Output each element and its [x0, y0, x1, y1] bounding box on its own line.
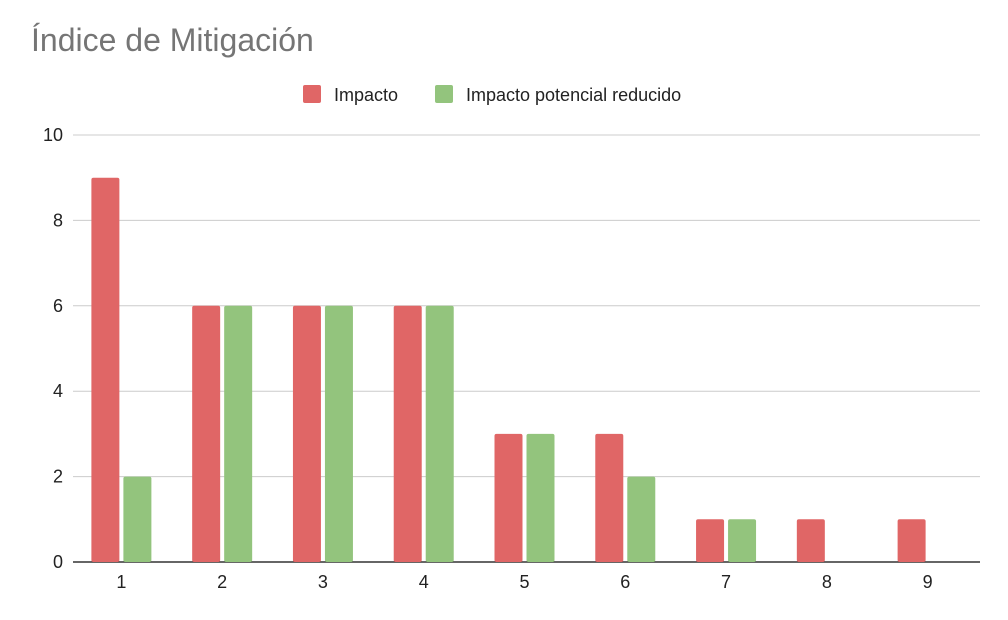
y-tick-label-10: 10 [43, 125, 63, 145]
y-tick-label-8: 8 [53, 210, 63, 230]
bar-impacto-5 [494, 433, 523, 562]
bar-impacto-8 [796, 519, 825, 562]
bar-impacto-2 [192, 305, 221, 562]
y-tick-label-0: 0 [53, 552, 63, 572]
bar-impacto-potencial-reducido-7 [728, 519, 757, 562]
legend-swatch-0 [303, 85, 321, 103]
x-tick-label-6: 6 [620, 572, 630, 592]
bar-impacto-7 [696, 519, 725, 562]
bar-impacto-4 [393, 305, 422, 562]
x-tick-label-7: 7 [721, 572, 731, 592]
bar-impacto-potencial-reducido-4 [425, 305, 454, 562]
legend-swatch-1 [435, 85, 453, 103]
x-tick-label-1: 1 [116, 572, 126, 592]
x-tick-label-8: 8 [822, 572, 832, 592]
y-tick-label-6: 6 [53, 296, 63, 316]
bar-impacto-potencial-reducido-6 [627, 476, 656, 562]
legend-label-1: Impacto potencial reducido [466, 85, 681, 105]
bar-impacto-9 [897, 519, 926, 562]
bar-impacto-1 [91, 177, 120, 562]
x-tick-label-9: 9 [923, 572, 933, 592]
x-tick-label-5: 5 [519, 572, 529, 592]
x-tick-label-3: 3 [318, 572, 328, 592]
x-tick-label-4: 4 [419, 572, 429, 592]
bar-impacto-potencial-reducido-5 [526, 433, 555, 562]
x-tick-label-2: 2 [217, 572, 227, 592]
chart-title: Índice de Mitigación [31, 22, 314, 58]
y-tick-label-2: 2 [53, 467, 63, 487]
y-tick-label-4: 4 [53, 381, 63, 401]
bar-impacto-potencial-reducido-3 [324, 305, 353, 562]
legend-label-0: Impacto [334, 85, 398, 105]
bar-impacto-6 [595, 433, 624, 562]
bar-impacto-potencial-reducido-2 [224, 305, 253, 562]
bar-impacto-potencial-reducido-1 [123, 476, 152, 562]
bar-impacto-3 [292, 305, 321, 562]
